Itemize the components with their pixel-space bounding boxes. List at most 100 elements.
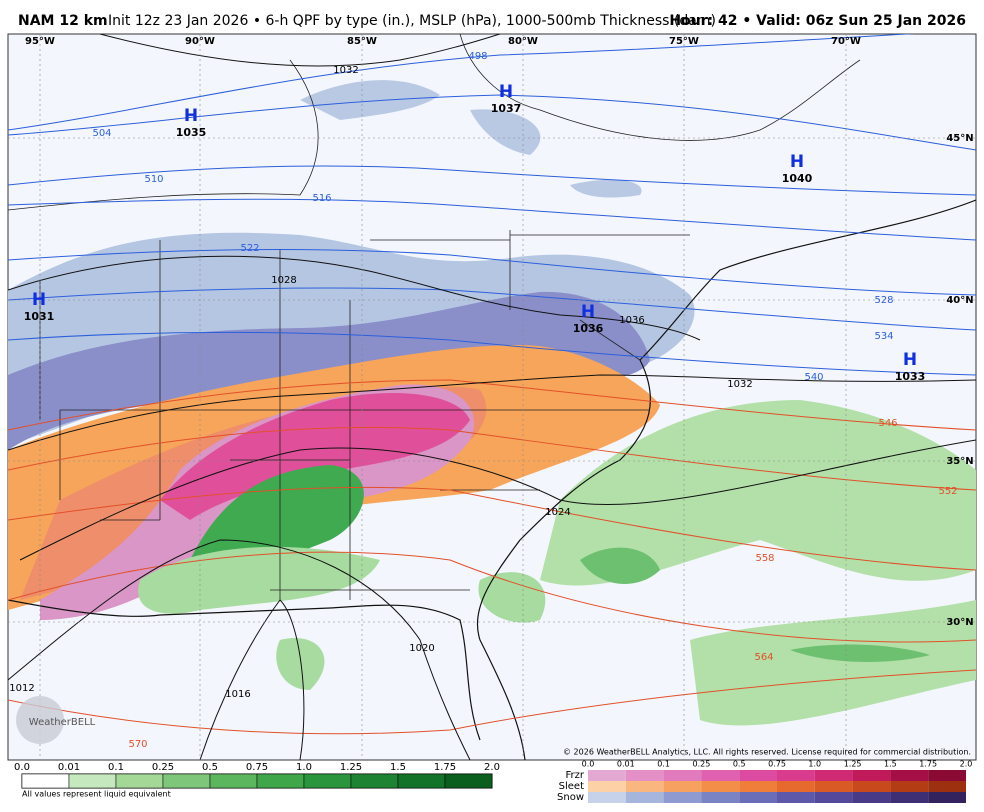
type-swatch [588,781,626,792]
type-swatch [588,792,626,803]
coastline [8,599,481,741]
isobar-label: 1024 [545,507,570,518]
rain-area [138,546,380,614]
type-swatch [625,792,664,803]
qpf-value: 0.01 [58,762,80,773]
thickness-label: 564 [754,652,773,663]
type-swatch [663,770,702,781]
qpf-value: 1.75 [434,762,456,773]
isobar-label: 1020 [409,643,434,654]
thickness-label: 498 [468,51,487,62]
high-pressure: 1036 [573,322,604,335]
type-value: 0.75 [768,760,786,769]
high-symbol: H [790,152,804,172]
high-pressure: 1031 [24,310,55,323]
qpf-swatch [209,773,258,789]
frzr-heavy-area [160,392,470,520]
qpf-swatch [21,773,70,789]
type-name: Sleet [559,781,584,792]
rain-area [540,400,976,586]
type-value: 0.1 [657,760,670,769]
longitude-label: 85°W [347,36,377,47]
lake [570,179,642,198]
qpf-swatch [350,773,399,789]
type-swatch [928,770,966,781]
type-swatch [625,770,664,781]
copyright: © 2026 WeatherBELL Analytics, LLC. All r… [563,748,971,757]
high-symbol: H [184,106,198,126]
high-pressure: 1037 [491,102,522,115]
type-swatch [739,792,777,803]
qpf-swatch [397,773,446,789]
qpf-swatch [303,773,352,789]
high-pressure: 1040 [782,172,813,185]
isobar-label: 1016 [225,689,250,700]
thickness-label: 558 [755,553,774,564]
type-value: 0.0 [582,760,595,769]
thickness-label: 540 [804,372,823,383]
type-swatch [663,781,702,792]
qpf-value: 0.0 [14,762,30,773]
qpf-value: 0.75 [246,762,268,773]
isobar-label: 1028 [271,275,296,286]
qpf-swatch [115,773,164,789]
type-swatch [852,770,891,781]
thickness-label: 570 [128,739,147,750]
latitude-label: 45°N [946,133,973,144]
high-symbol: H [581,302,595,322]
type-swatch [928,781,966,792]
isobar-label: 1032 [333,65,358,76]
type-swatch [814,770,853,781]
rain-area [790,644,930,662]
high-symbol: H [499,82,513,102]
map [7,33,977,761]
rain-area [190,465,364,569]
type-swatch [814,781,853,792]
rain-area [690,600,976,726]
coastline [476,199,976,760]
qpf-value: 0.25 [152,762,174,773]
high-symbol: H [903,350,917,370]
type-swatch [928,792,966,803]
qpf-value: 0.5 [202,762,218,773]
qpf-swatch [444,773,493,789]
longitude-label: 80°W [508,36,538,47]
thickness-label: 528 [874,295,893,306]
qpf-value: 1.5 [390,762,406,773]
logo: WeatherBELL [29,717,96,728]
rain-area [580,547,660,584]
qpf-value: 0.1 [108,762,124,773]
legend-note: All values represent liquid equivalent [22,790,171,799]
latitude-label: 35°N [946,456,973,467]
type-swatch [890,792,929,803]
isobar-label: 1032 [727,379,752,390]
type-swatch [777,792,815,803]
type-value: 0.25 [692,760,710,769]
thickness-label: 516 [312,193,331,204]
type-swatch [663,792,702,803]
type-swatch [814,792,853,803]
valid-time: Hour: 42 • Valid: 06z Sun 25 Jan 2026 [669,13,966,29]
type-swatch [701,781,740,792]
longitude-label: 75°W [669,36,699,47]
type-swatch [739,781,777,792]
longitude-label: 90°W [185,36,215,47]
type-value: 1.0 [808,760,821,769]
thickness-label: 522 [240,243,259,254]
qpf-value: 1.25 [340,762,362,773]
lake [300,80,440,120]
isobar-label: 1036 [619,315,644,326]
rain-area [478,572,546,623]
type-value: 1.25 [844,760,862,769]
qpf-swatch [68,773,117,789]
type-value: 1.75 [919,760,937,769]
type-swatch [777,770,815,781]
thickness-lines-cold [8,34,976,376]
type-swatch [890,781,929,792]
type-value: 1.5 [884,760,897,769]
qpf-value: 1.0 [296,762,312,773]
type-swatch [852,781,891,792]
type-swatch [890,770,929,781]
type-value: 0.01 [617,760,635,769]
